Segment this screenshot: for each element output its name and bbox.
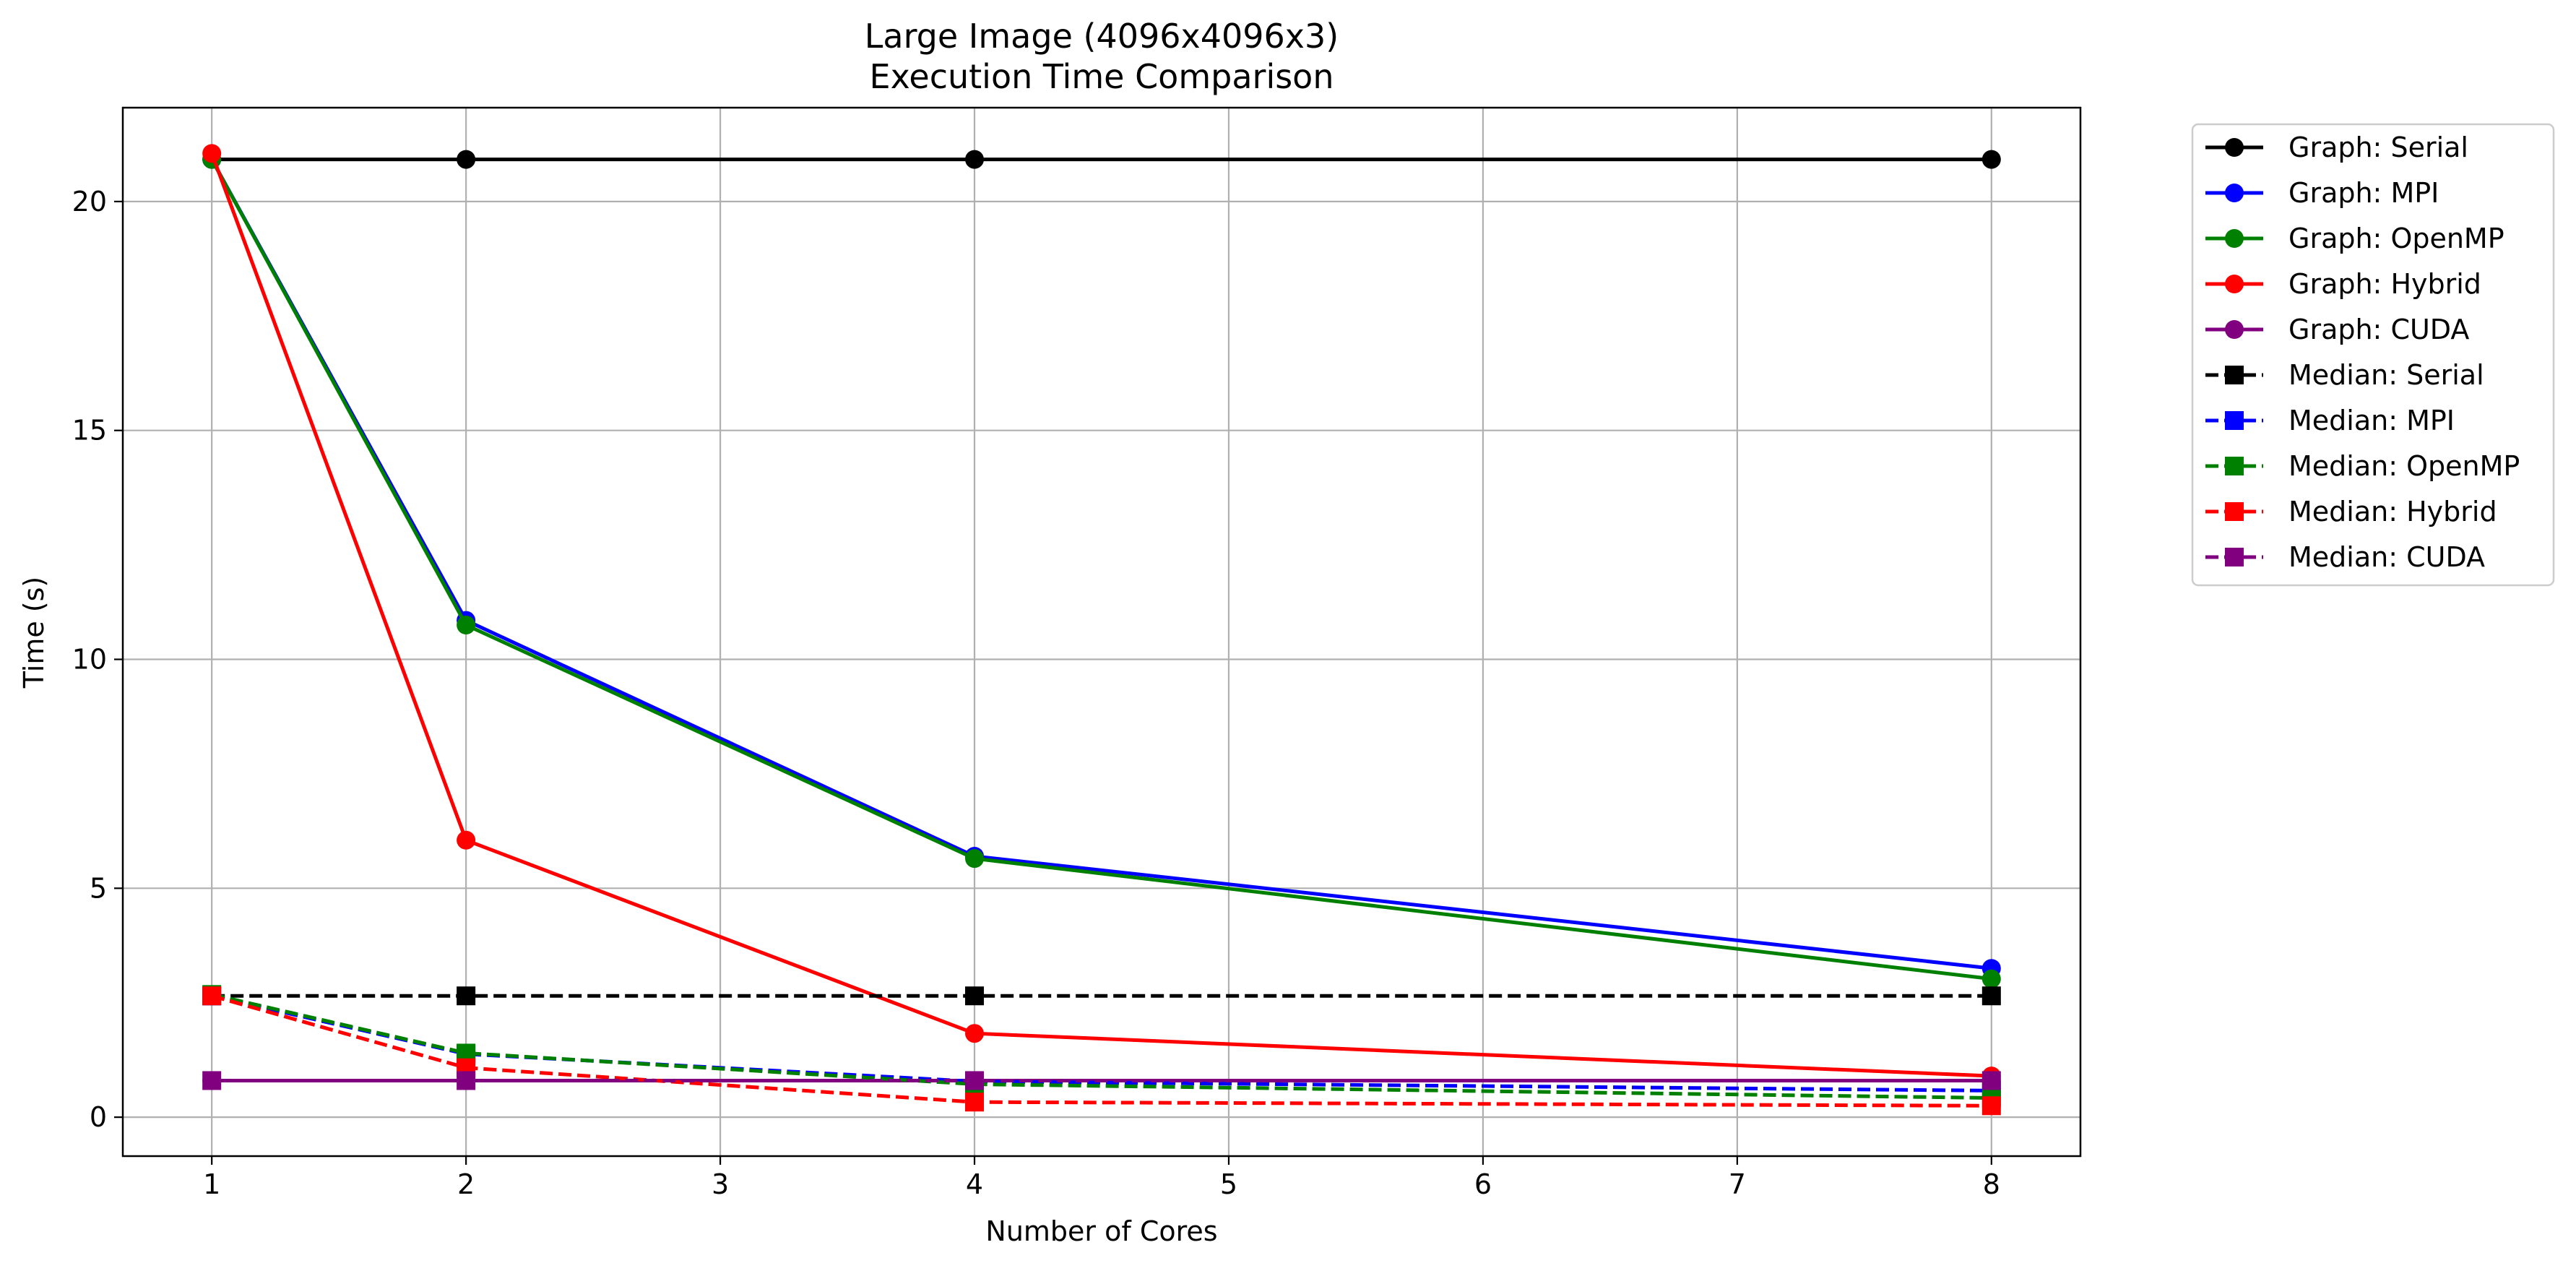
data-point-graph-hybrid (202, 144, 222, 163)
legend-marker-graph-openmp (2225, 229, 2244, 248)
legend-marker-median-serial (2225, 366, 2244, 384)
data-point-graph-openmp (457, 615, 476, 634)
data-point-graph-openmp (1981, 969, 2001, 988)
legend-label-graph-mpi: Graph: MPI (2288, 177, 2439, 209)
data-point-median-cuda (457, 1071, 476, 1090)
data-point-median-cuda (965, 1071, 985, 1090)
x-tick-label: 3 (712, 1168, 729, 1200)
legend-marker-graph-hybrid (2225, 275, 2244, 293)
legend-marker-median-mpi (2225, 411, 2244, 430)
y-tick-label: 15 (72, 415, 107, 447)
y-tick-label: 0 (90, 1101, 107, 1133)
y-tick-label: 20 (72, 186, 107, 217)
data-point-median-hybrid (1981, 1096, 2001, 1116)
legend-label-median-hybrid: Median: Hybrid (2288, 496, 2497, 527)
data-point-median-cuda (1981, 1071, 2001, 1090)
legend-marker-median-hybrid (2225, 502, 2244, 521)
series-line-graph-hybrid (209, 152, 1992, 1078)
x-tick-label: 6 (1474, 1168, 1492, 1200)
y-tick-label: 5 (90, 872, 107, 904)
data-point-graph-serial (965, 150, 985, 169)
legend-item-graph-hybrid: Graph: Hybrid (2205, 268, 2481, 300)
data-point-graph-serial (457, 150, 476, 169)
chart-title-line-1: Large Image (4096x4096x3) (865, 17, 1339, 56)
legend-label-median-serial: Median: Serial (2288, 359, 2484, 391)
data-point-median-hybrid (202, 986, 222, 1006)
y-axis-label: Time (s) (18, 577, 50, 689)
legend-marker-median-cuda (2225, 548, 2244, 566)
data-point-median-serial (965, 986, 985, 1006)
data-point-graph-hybrid (965, 1024, 985, 1043)
legend-item-median-cuda: Median: CUDA (2205, 541, 2485, 573)
legend-label-graph-cuda: Graph: CUDA (2288, 314, 2469, 345)
legend-item-median-serial: Median: Serial (2205, 359, 2484, 391)
legend-label-median-mpi: Median: MPI (2288, 405, 2455, 436)
x-axis-label: Number of Cores (985, 1215, 1217, 1247)
legend-item-graph-serial: Graph: Serial (2205, 132, 2468, 163)
legend-item-median-openmp: Median: OpenMP (2205, 450, 2520, 482)
legend-item-graph-openmp: Graph: OpenMP (2205, 223, 2504, 254)
legend: Graph: Serial Graph: MPI Graph: OpenMP Grap… (2191, 123, 2555, 587)
legend-item-median-hybrid: Median: Hybrid (2205, 496, 2497, 527)
data-point-median-serial (1981, 986, 2001, 1006)
legend-item-graph-cuda: Graph: CUDA (2205, 314, 2469, 345)
legend-marker-median-openmp (2225, 457, 2244, 475)
series-median-cuda (202, 1071, 2001, 1090)
data-point-graph-hybrid (457, 830, 476, 850)
legend-label-graph-hybrid: Graph: Hybrid (2288, 268, 2481, 300)
x-tick-label: 7 (1729, 1168, 1746, 1200)
legend-marker-graph-serial (2225, 138, 2244, 157)
legend-item-median-mpi: Median: MPI (2205, 405, 2455, 436)
legend-label-graph-serial: Graph: Serial (2288, 132, 2468, 163)
data-point-median-serial (457, 986, 476, 1006)
x-tick-label: 5 (1220, 1168, 1237, 1200)
plot-series (202, 144, 2001, 1116)
data-point-median-hybrid (965, 1093, 985, 1112)
data-point-graph-serial (1981, 150, 2001, 169)
x-tick-label: 8 (1983, 1168, 2000, 1200)
x-tick-label: 2 (457, 1168, 475, 1200)
series-line-median-hybrid (211, 994, 1992, 1108)
legend-marker-graph-cuda (2225, 320, 2244, 339)
legend-label-median-openmp: Median: OpenMP (2288, 450, 2520, 482)
x-tick-label: 4 (966, 1168, 983, 1200)
legend-item-graph-mpi: Graph: MPI (2205, 177, 2439, 209)
legend-frame (2191, 123, 2555, 587)
chart-title-line-2: Execution Time Comparison (870, 57, 1334, 96)
legend-label-median-cuda: Median: CUDA (2288, 541, 2485, 573)
legend-marker-graph-mpi (2225, 184, 2244, 202)
legend-label-graph-openmp: Graph: OpenMP (2288, 223, 2504, 254)
data-point-median-cuda (202, 1071, 222, 1090)
y-tick-label: 10 (72, 644, 107, 676)
series-line-graph-openmp (209, 158, 1992, 981)
plot-area-frame (121, 106, 2082, 1158)
x-tick-label: 1 (203, 1168, 220, 1200)
axis-ticks: 1 2 3 4 5 6 7 8 0 5 10 15 20 (72, 186, 2000, 1200)
series-line-median-openmp (211, 992, 1992, 1100)
data-point-graph-openmp (965, 849, 985, 869)
